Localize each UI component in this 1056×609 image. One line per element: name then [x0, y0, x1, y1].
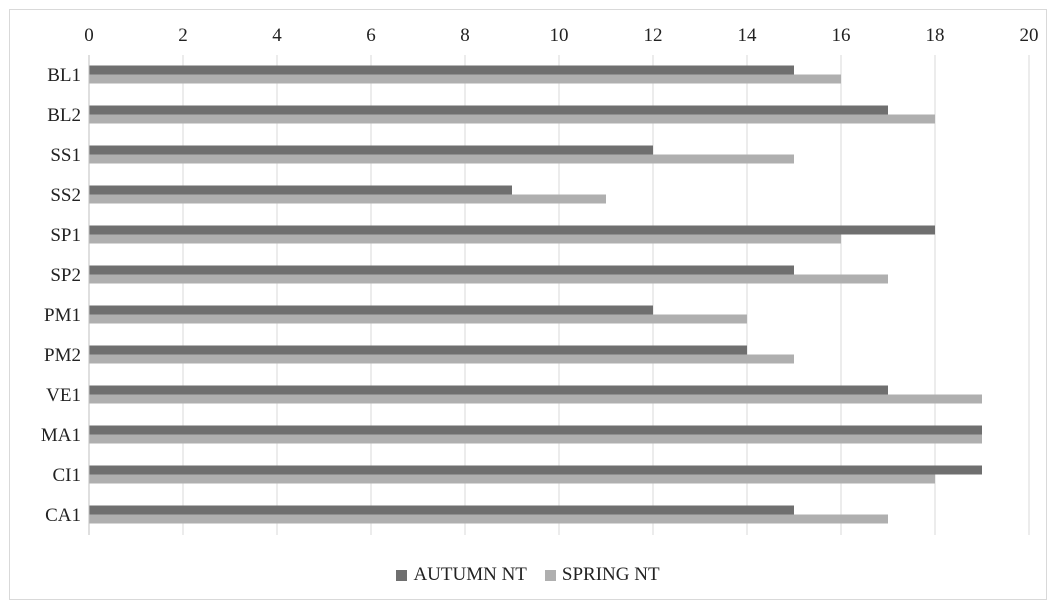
gridlines [88, 55, 1030, 535]
bar-spring-sp1 [89, 234, 841, 244]
category-label-ci1: CI1 [53, 465, 82, 486]
bar-autumn-ci1 [89, 465, 982, 475]
category-label-sp2: SP2 [50, 265, 81, 286]
x-tick-label: 8 [460, 25, 470, 46]
bar-spring-ma1 [89, 434, 982, 444]
x-tick-label: 2 [178, 25, 188, 46]
legend-item-spring: SPRING NT [544, 564, 660, 586]
x-tick-label: 10 [550, 25, 569, 46]
bar-autumn-bl2 [89, 105, 888, 115]
bar-autumn-ss1 [89, 145, 653, 155]
legend-swatch-spring [544, 569, 556, 581]
legend: AUTUMN NT SPRING NT [0, 564, 1056, 586]
bar-spring-bl1 [89, 74, 841, 84]
legend-label-spring: SPRING NT [561, 564, 660, 585]
bar-spring-ve1 [89, 394, 982, 404]
category-label-ve1: VE1 [46, 385, 81, 406]
x-tick-label: 14 [738, 25, 758, 46]
legend-item-autumn: AUTUMN NT [396, 564, 527, 586]
x-tick-label: 18 [926, 25, 945, 46]
bar-autumn-ma1 [89, 425, 982, 435]
bar-autumn-ve1 [89, 385, 888, 395]
category-label-pm2: PM2 [44, 345, 81, 366]
category-label-bl2: BL2 [47, 105, 81, 126]
category-label-ss1: SS1 [50, 145, 81, 166]
category-labels: BL1 BL2 SS1 SS2 SP1 SP2 PM1 PM2 VE1 MA1 CI1 CA1 [41, 65, 81, 526]
x-tick-label: 16 [832, 25, 851, 46]
bar-spring-sp2 [89, 274, 888, 284]
category-label-ss2: SS2 [50, 185, 81, 206]
x-tick-label: 12 [644, 25, 663, 46]
bar-autumn-sp1 [89, 225, 935, 235]
legend-label-autumn: AUTUMN NT [413, 564, 527, 585]
bar-autumn-pm2 [89, 345, 747, 355]
bar-spring-ss2 [89, 194, 606, 204]
bar-spring-pm2 [89, 354, 794, 364]
bar-spring-pm1 [89, 314, 747, 324]
category-label-bl1: BL1 [47, 65, 81, 86]
bar-autumn-ss2 [89, 185, 512, 195]
bar-spring-ci1 [89, 474, 935, 484]
x-axis-tick-labels: 0 2 4 6 8 10 12 14 16 18 20 [84, 25, 1038, 46]
category-label-sp1: SP1 [50, 225, 81, 246]
category-label-pm1: PM1 [44, 305, 81, 326]
category-label-ma1: MA1 [41, 425, 81, 446]
x-tick-label: 6 [366, 25, 376, 46]
bar-spring-bl2 [89, 114, 935, 124]
bar-autumn-bl1 [89, 65, 794, 75]
x-tick-label: 4 [272, 25, 282, 46]
bar-spring-ss1 [89, 154, 794, 164]
legend-swatch-autumn [396, 569, 408, 581]
x-tick-label: 0 [84, 25, 94, 46]
x-tick-label: 20 [1020, 25, 1039, 46]
category-label-ca1: CA1 [45, 505, 81, 526]
bar-autumn-ca1 [89, 505, 794, 515]
bars [89, 65, 982, 524]
bar-spring-ca1 [89, 514, 888, 524]
bar-autumn-sp2 [89, 265, 794, 275]
bar-autumn-pm1 [89, 305, 653, 315]
